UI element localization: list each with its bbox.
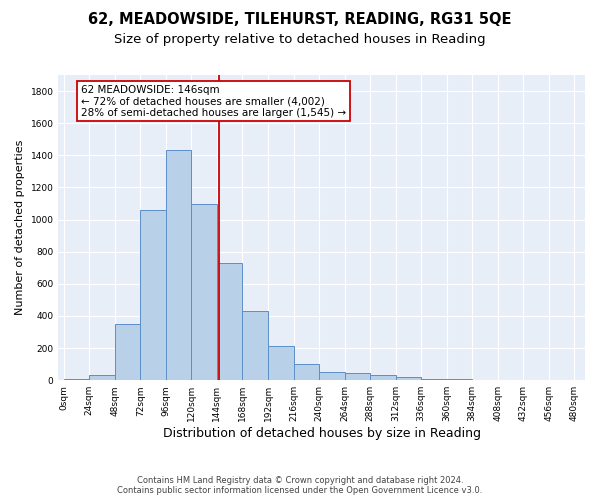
- Bar: [344, 373, 370, 380]
- Bar: [140, 210, 166, 380]
- Bar: [293, 364, 319, 380]
- Bar: [89, 374, 115, 380]
- Y-axis label: Number of detached properties: Number of detached properties: [15, 140, 25, 316]
- Bar: [115, 324, 140, 380]
- Bar: [395, 377, 421, 380]
- Bar: [242, 311, 268, 380]
- Bar: [217, 263, 242, 380]
- Bar: [268, 346, 293, 380]
- Text: Size of property relative to detached houses in Reading: Size of property relative to detached ho…: [114, 32, 486, 46]
- Bar: [166, 150, 191, 380]
- Text: 62, MEADOWSIDE, TILEHURST, READING, RG31 5QE: 62, MEADOWSIDE, TILEHURST, READING, RG31…: [88, 12, 512, 28]
- Text: 62 MEADOWSIDE: 146sqm
← 72% of detached houses are smaller (4,002)
28% of semi-d: 62 MEADOWSIDE: 146sqm ← 72% of detached …: [81, 84, 346, 118]
- Bar: [191, 204, 217, 380]
- Bar: [319, 372, 344, 380]
- Text: Contains HM Land Registry data © Crown copyright and database right 2024.: Contains HM Land Registry data © Crown c…: [137, 476, 463, 485]
- Text: Contains public sector information licensed under the Open Government Licence v3: Contains public sector information licen…: [118, 486, 482, 495]
- Bar: [421, 378, 447, 380]
- X-axis label: Distribution of detached houses by size in Reading: Distribution of detached houses by size …: [163, 427, 481, 440]
- Bar: [64, 378, 89, 380]
- Bar: [370, 376, 395, 380]
